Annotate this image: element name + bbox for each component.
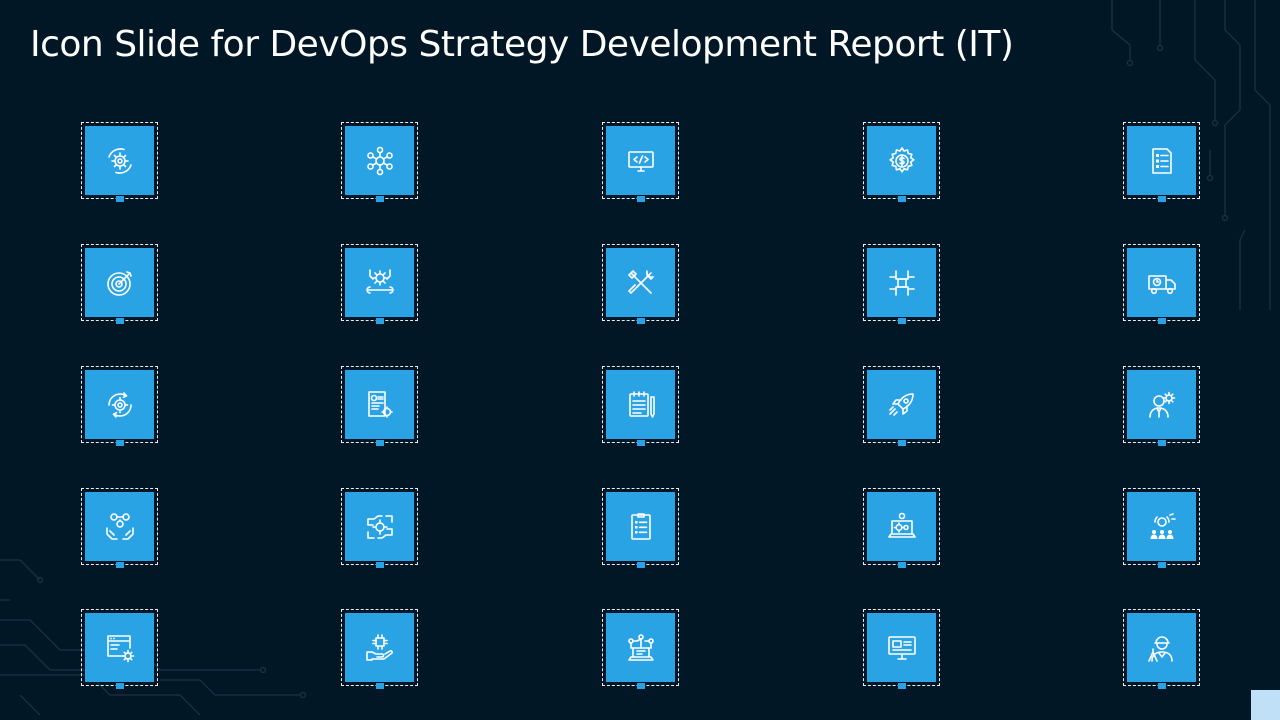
delivery-truck-icon [1147, 274, 1176, 294]
notepad-pen-icon [628, 390, 655, 418]
icon-tile [1123, 122, 1200, 202]
corner-accent [1251, 690, 1280, 720]
icon-tile [602, 244, 679, 324]
network-hub-icon [366, 146, 393, 175]
browser-gear-icon [106, 634, 134, 662]
icon-tile [1123, 366, 1200, 446]
icon-tile [81, 366, 158, 446]
icon-tile [81, 122, 158, 202]
person-gear-icon [1148, 391, 1175, 418]
icon-tile [1123, 609, 1200, 689]
icon-tile [341, 366, 418, 446]
target-icon [106, 270, 132, 296]
icon-tile [863, 488, 940, 568]
icon-tile [602, 366, 679, 446]
hand-chip-icon [365, 633, 393, 661]
report-document-icon [367, 390, 393, 418]
icon-tile [341, 244, 418, 324]
gear-hands-icon [366, 514, 393, 539]
icon-tile [341, 488, 418, 568]
task-list-icon [630, 512, 651, 540]
settings-wrench-icon [365, 268, 394, 294]
icon-tile [341, 122, 418, 202]
icon-tile [1123, 244, 1200, 324]
icon-tile [341, 609, 418, 689]
icon-tile [1123, 488, 1200, 568]
icon-tile [863, 244, 940, 324]
checklist-document-icon [1151, 147, 1172, 174]
icon-tile [863, 366, 940, 446]
icon-tile [863, 122, 940, 202]
icon-tile [81, 609, 158, 689]
icon-tile [81, 488, 158, 568]
gear-cycle-icon [107, 147, 132, 174]
icon-tile [602, 122, 679, 202]
refresh-gear-icon [107, 391, 132, 418]
icon-tile [863, 609, 940, 689]
handshake-team-icon [888, 269, 915, 296]
icon-tile [602, 488, 679, 568]
icon-tile [602, 609, 679, 689]
connected-laptop-icon [627, 633, 654, 661]
laptop-gears-icon [887, 512, 916, 538]
engineer-icon [1147, 635, 1173, 662]
money-hands-icon [105, 512, 134, 540]
icon-tile [81, 244, 158, 324]
slide-title: Icon Slide for DevOps Strategy Developme… [30, 24, 1014, 65]
tools-icon [627, 269, 654, 294]
code-monitor-icon [627, 150, 654, 172]
desktop-monitor-icon [887, 635, 916, 660]
dollar-gear-icon [888, 146, 915, 173]
rocket-icon [888, 392, 914, 416]
team-idea-icon [1150, 512, 1176, 539]
